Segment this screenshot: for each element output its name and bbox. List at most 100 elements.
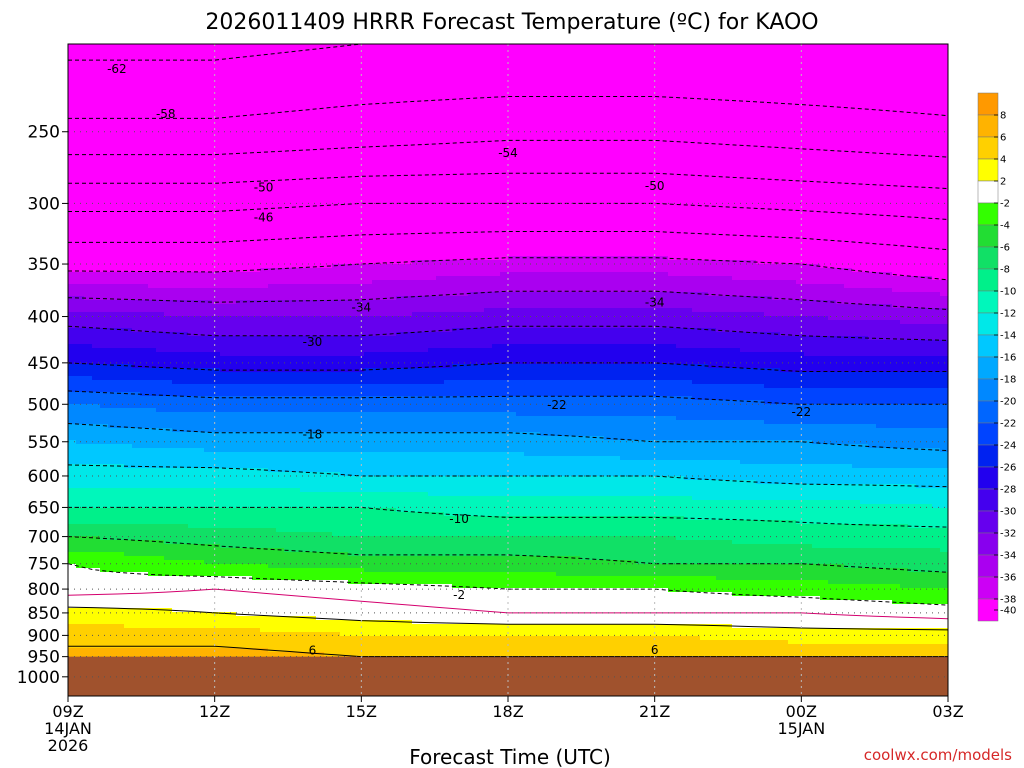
field-cell — [68, 400, 765, 405]
field-cell — [860, 500, 949, 505]
y-tick-label: 850 — [28, 604, 60, 624]
field-cell — [684, 476, 949, 481]
field-cell — [68, 508, 397, 513]
x-tick-date: 14JAN — [44, 719, 92, 738]
x-tick-label: 00Z — [786, 702, 817, 721]
colorbar-swatch — [977, 422, 999, 446]
colorbar-label: 6 — [1000, 133, 1006, 144]
field-cell — [68, 344, 93, 349]
field-cell — [892, 304, 949, 309]
field-cell — [68, 316, 829, 321]
field-cell — [268, 468, 949, 473]
colorbar-swatch — [977, 356, 999, 380]
field-cell — [764, 312, 949, 317]
field-cell — [68, 348, 157, 353]
field-cell — [68, 468, 269, 473]
field-cell — [156, 408, 949, 413]
field-cell — [76, 564, 269, 569]
y-tick-label: 1000 — [17, 668, 60, 688]
contour-label: -58 — [156, 107, 176, 121]
colorbar-swatch — [977, 158, 999, 182]
colorbar-label: -12 — [1000, 309, 1016, 320]
x-tick-year: 2026 — [48, 736, 89, 755]
field-cell — [68, 100, 949, 105]
field-cell — [940, 548, 949, 553]
field-cell — [796, 280, 949, 285]
field-cell — [812, 440, 949, 445]
field-cell — [580, 556, 949, 561]
field-cell — [100, 536, 677, 541]
colorbar-label: -4 — [1000, 221, 1010, 232]
field-cell — [636, 560, 949, 565]
field-cell — [892, 600, 949, 605]
field-cell — [68, 164, 949, 169]
field-cell — [340, 632, 949, 637]
field-cell — [804, 352, 949, 357]
colorbar-swatch — [977, 532, 999, 556]
field-cell — [68, 520, 797, 525]
field-cell — [316, 616, 949, 621]
field-cell — [692, 308, 949, 313]
field-cell — [68, 448, 205, 453]
colorbar-label: 4 — [1000, 155, 1006, 166]
field-cell — [364, 352, 805, 357]
field-cell — [68, 636, 701, 641]
field-cell — [68, 532, 333, 537]
field-cell — [164, 556, 581, 561]
field-cell — [172, 428, 949, 433]
field-cell — [684, 516, 949, 521]
field-cell — [452, 364, 709, 369]
field-cell — [732, 540, 949, 545]
field-cell — [68, 484, 917, 489]
field-cell — [188, 332, 397, 337]
field-cell — [796, 520, 949, 525]
field-cell — [676, 416, 949, 421]
contour-label: -18 — [303, 428, 323, 442]
colorbar-label: -8 — [1000, 265, 1010, 276]
x-tick-label: 18Z — [492, 702, 523, 721]
field-cell — [772, 296, 949, 301]
contour-label: -50 — [645, 179, 665, 193]
field-cell — [668, 272, 893, 277]
field-cell — [732, 592, 949, 597]
colorbar-label: -20 — [1000, 397, 1016, 408]
field-cell — [732, 276, 933, 281]
colorbar-label: -6 — [1000, 243, 1010, 254]
field-cell — [68, 212, 949, 217]
field-cell — [412, 260, 757, 265]
field-cell — [68, 584, 453, 589]
field-cell — [68, 476, 685, 481]
field-cell — [68, 128, 949, 133]
field-cell — [428, 492, 949, 497]
colorbar-swatch — [977, 312, 999, 336]
field-cell — [68, 356, 949, 361]
field-cell — [620, 456, 949, 461]
field-cell — [68, 512, 445, 517]
field-cell — [164, 540, 733, 545]
field-cell — [428, 348, 741, 353]
credit-text: coolwx.com/models — [864, 746, 1012, 764]
field-cell — [468, 292, 709, 297]
field-cell — [68, 224, 949, 229]
field-cell — [412, 312, 765, 317]
field-cell — [68, 136, 949, 141]
field-cell — [844, 564, 949, 569]
colorbar-swatch — [977, 92, 999, 116]
field-cell — [92, 376, 949, 381]
field-cell — [444, 380, 693, 385]
field-cell — [908, 524, 949, 529]
field-cell — [172, 608, 949, 613]
field-cell — [764, 400, 949, 405]
field-cell — [68, 256, 509, 261]
colorbar-label: -16 — [1000, 353, 1016, 364]
field-cell — [68, 504, 933, 509]
field-cell — [68, 580, 349, 585]
field-cell — [68, 368, 221, 373]
field-cell — [100, 404, 949, 409]
field-cell — [68, 380, 173, 385]
field-cell — [68, 352, 221, 357]
field-cell — [828, 580, 949, 585]
field-cell — [68, 268, 261, 273]
field-cell — [668, 588, 949, 593]
field-cell — [148, 284, 269, 289]
